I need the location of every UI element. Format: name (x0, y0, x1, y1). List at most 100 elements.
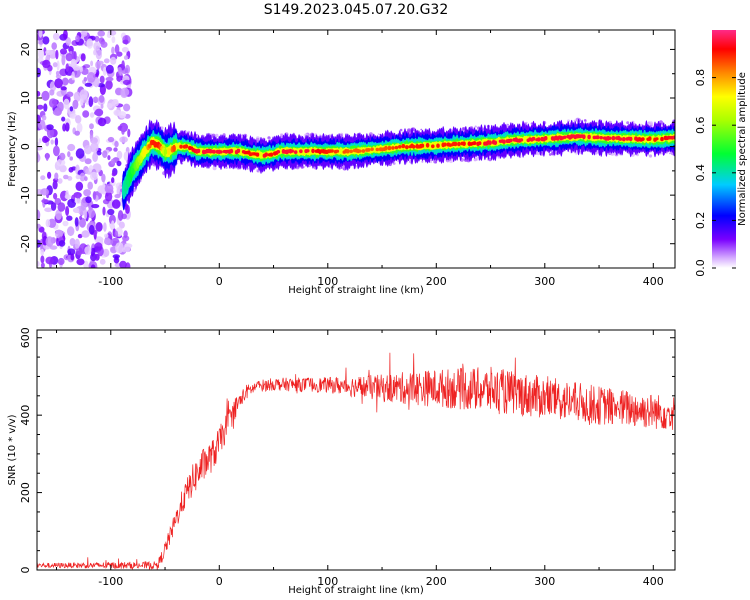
noise-cell (61, 77, 69, 86)
noise-cell (93, 49, 97, 56)
noise-cell (68, 45, 74, 53)
colorbar-tick-label: 0.0 (694, 259, 707, 277)
noise-cell (37, 153, 41, 163)
haze-cell (461, 126, 466, 131)
noise-cell (93, 110, 101, 116)
noise-cell (118, 69, 124, 75)
noise-cell (94, 35, 100, 43)
haze-cell (649, 121, 653, 126)
y-tick-label: 20 (19, 42, 32, 56)
ridge-cell (453, 141, 458, 147)
noise-cell (104, 191, 113, 202)
noise-cell (119, 260, 127, 268)
ridge-cell (167, 147, 171, 156)
noise-cell (102, 66, 107, 76)
colorbar-tick-label: 0.2 (694, 212, 707, 230)
ridge-cell (349, 149, 354, 154)
x-tick-label: 100 (317, 575, 338, 588)
haze-cell (392, 162, 396, 165)
noise-cell (58, 240, 66, 247)
x-tick-label: 400 (643, 575, 664, 588)
noise-cell (123, 230, 128, 239)
ridge-cell (543, 136, 548, 141)
noise-cell (91, 204, 100, 209)
x-tick-label: 200 (426, 575, 447, 588)
noise-cell (84, 158, 92, 165)
noise-cell (37, 260, 40, 267)
noise-cell (41, 90, 50, 101)
ridge-cell (335, 149, 340, 153)
noise-cell (105, 76, 114, 82)
noise-cell (51, 42, 57, 50)
noise-cell (57, 101, 64, 112)
noise-cell (67, 151, 71, 158)
ridge-cell (219, 150, 223, 154)
noise-cell (79, 66, 84, 73)
noise-cell (107, 208, 115, 216)
ridge-cell (398, 145, 402, 149)
noise-cell (45, 152, 49, 161)
noise-cell (121, 46, 129, 53)
y-tick-label: 10 (19, 91, 32, 105)
ridge-cell (509, 138, 513, 143)
noise-cell (92, 191, 97, 200)
noise-cell (88, 224, 95, 235)
x-tick-label: 300 (534, 275, 555, 288)
ridge-cell (488, 140, 492, 145)
noise-cell (67, 143, 76, 152)
noise-cell (83, 208, 88, 220)
noise-cell (85, 196, 92, 204)
ridge-cell (142, 149, 147, 156)
spectrogram-heatmap (37, 30, 675, 268)
noise-cell (73, 91, 82, 102)
colorbar-tick-label: 0.8 (694, 69, 707, 87)
noise-cell (46, 127, 55, 139)
ridge-cell (163, 149, 168, 155)
noise-cell (71, 71, 75, 81)
noise-cell (45, 49, 54, 56)
noise-cell (40, 262, 45, 268)
colorbar-tick-label: 0.4 (694, 164, 707, 182)
noise-cell (74, 217, 79, 227)
noise-cell (97, 117, 107, 127)
ridge-cell (361, 149, 366, 153)
ridge-cell (443, 142, 447, 147)
x-tick-label: 200 (426, 275, 447, 288)
y-tick-label: 600 (19, 327, 32, 348)
noise-cell (79, 89, 88, 100)
ridge-cell (184, 144, 189, 149)
noise-cell (65, 190, 69, 199)
haze-cell (626, 121, 630, 125)
noise-cell (90, 264, 96, 268)
noise-cell (113, 147, 118, 152)
x-tick-label: -100 (98, 275, 123, 288)
noise-cell (82, 110, 90, 118)
noise-cell (90, 253, 97, 262)
snr-series-line (37, 352, 675, 570)
noise-cell (54, 172, 59, 180)
ridge-cell (387, 145, 392, 151)
noise-cell (56, 158, 66, 167)
noise-cell (122, 39, 129, 45)
haze-cell (596, 151, 599, 153)
noise-cell (56, 60, 60, 71)
ridge-cell (411, 144, 416, 149)
noise-cell (95, 61, 101, 69)
noise-cell (123, 55, 129, 60)
noise-cell (127, 128, 131, 138)
noise-cell (86, 38, 94, 49)
noise-cell (96, 150, 102, 156)
noise-cell (76, 122, 83, 133)
haze-cell (341, 165, 345, 169)
noise-cell (90, 60, 94, 67)
noise-cell (111, 100, 119, 107)
noise-cell (122, 69, 128, 74)
ridge-cell (531, 136, 536, 141)
noise-cell (89, 112, 95, 118)
ridge-cell (587, 134, 591, 140)
haze-cell (421, 160, 424, 163)
noise-cell (70, 253, 75, 261)
noise-cell (111, 199, 121, 209)
haze-cell (215, 133, 219, 138)
ridge-cell (125, 179, 130, 185)
